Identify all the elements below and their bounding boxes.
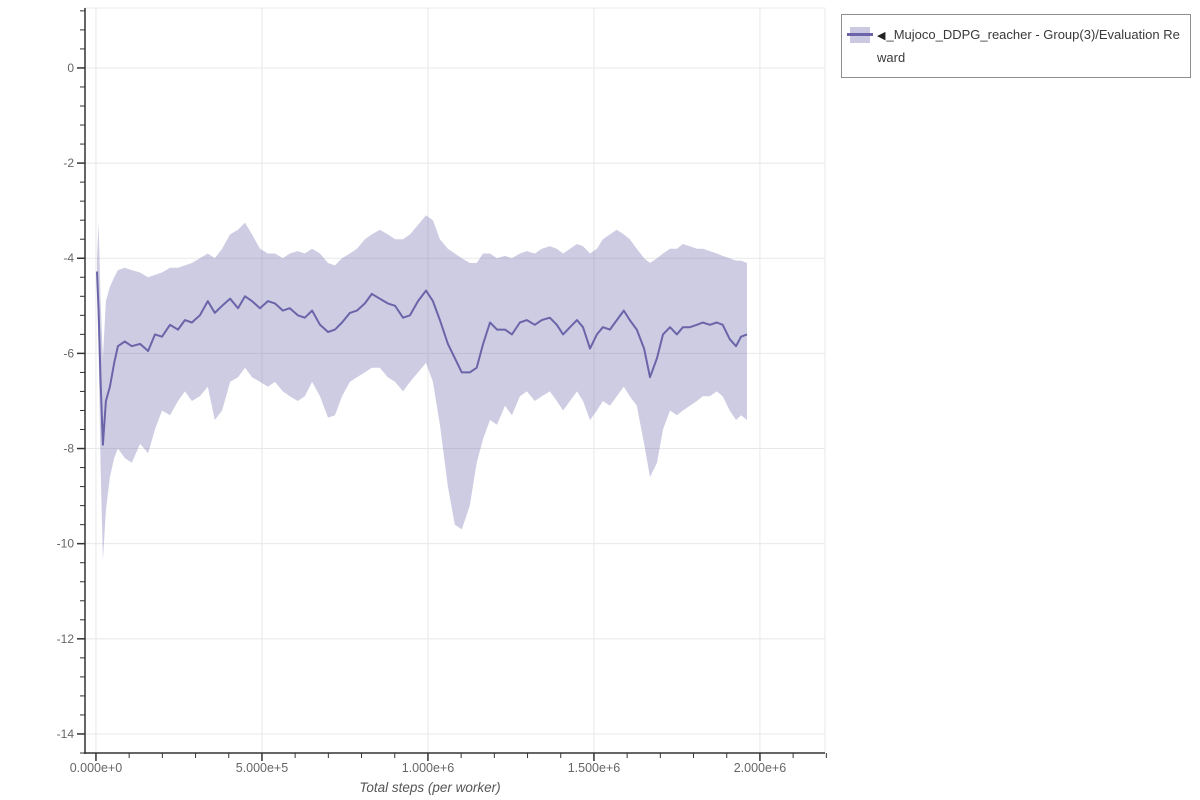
x-axis-title: Total steps (per worker) xyxy=(359,780,501,795)
collapse-arrow-icon[interactable]: ◀ xyxy=(877,30,886,42)
legend-box[interactable]: ◀_Mujoco_DDPG_reacher - Group(3)/Evaluat… xyxy=(841,14,1191,78)
mean-line[interactable] xyxy=(96,271,748,446)
legend-swatch-line xyxy=(847,33,873,36)
chart-canvas[interactable]: 0.000e+0 5.000e+5 1.000e+6 1.500e+6 2.000e+6… xyxy=(0,0,840,800)
y-tick-label: -14 xyxy=(57,727,75,741)
y-tick-label: -10 xyxy=(57,537,75,551)
legend-series-label: _Mujoco_DDPG_reacher - Group(3)/Evaluati… xyxy=(877,27,1180,65)
x-tick-label: 2.000e+6 xyxy=(734,761,787,775)
confidence-band xyxy=(97,215,747,561)
x-tick-label: 1.000e+6 xyxy=(402,761,455,775)
y-tick-label: -6 xyxy=(63,346,74,360)
legend-entry: ◀_Mujoco_DDPG_reacher - Group(3)/Evaluat… xyxy=(877,24,1182,69)
y-tick-label: -2 xyxy=(63,156,74,170)
x-tick-label: 1.500e+6 xyxy=(568,761,621,775)
y-tick-label: -8 xyxy=(63,442,74,456)
legend-swatch xyxy=(847,27,873,43)
y-tick-label: 0 xyxy=(67,61,74,75)
y-tick-label: -4 xyxy=(63,251,74,265)
x-tick-label: 0.000e+0 xyxy=(70,761,123,775)
y-tick-label: -12 xyxy=(57,632,75,646)
x-tick-label: 5.000e+5 xyxy=(236,761,289,775)
